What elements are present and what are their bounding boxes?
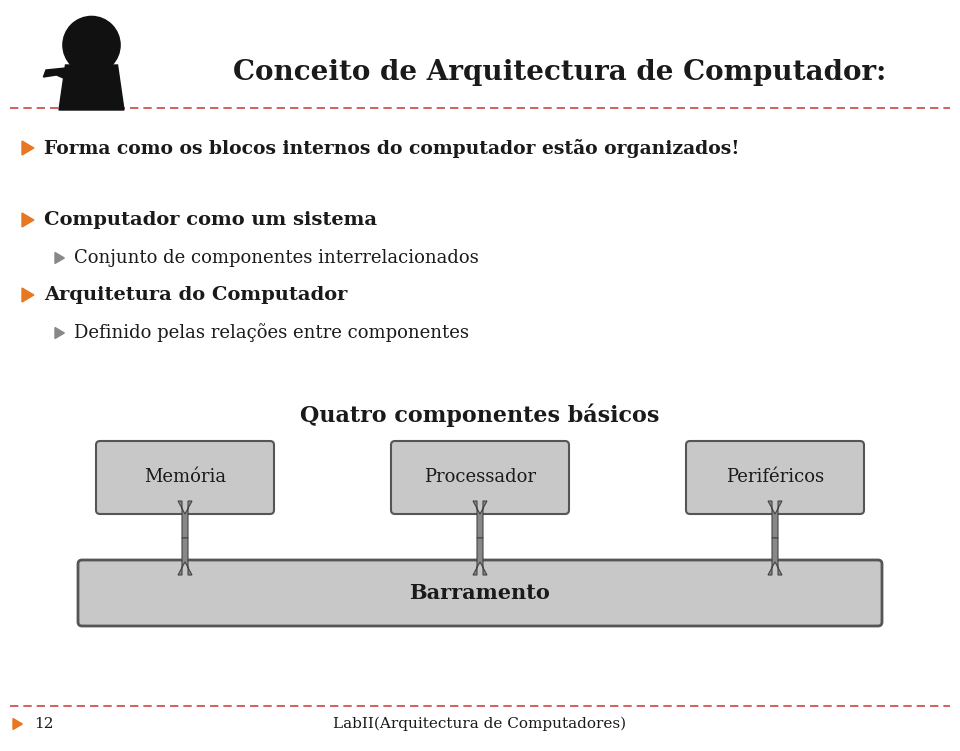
Polygon shape	[473, 501, 487, 538]
Polygon shape	[178, 538, 192, 575]
Polygon shape	[59, 65, 124, 110]
Polygon shape	[22, 213, 34, 227]
Text: Definido pelas relações entre componentes: Definido pelas relações entre componente…	[74, 324, 469, 342]
FancyBboxPatch shape	[78, 560, 882, 626]
Polygon shape	[768, 501, 782, 538]
Text: Processador: Processador	[424, 469, 536, 487]
Polygon shape	[43, 68, 98, 90]
FancyBboxPatch shape	[391, 441, 569, 514]
Polygon shape	[178, 501, 192, 538]
Polygon shape	[13, 719, 22, 729]
Polygon shape	[768, 538, 782, 575]
Polygon shape	[473, 538, 487, 575]
Circle shape	[63, 17, 120, 74]
Text: 12: 12	[34, 717, 54, 731]
Text: Quatro componentes básicos: Quatro componentes básicos	[300, 403, 660, 427]
Text: Memória: Memória	[144, 469, 226, 487]
Text: Conceito de Arquitectura de Computador:: Conceito de Arquitectura de Computador:	[233, 59, 887, 86]
Text: Arquitetura do Computador: Arquitetura do Computador	[44, 286, 348, 304]
Text: Conjunto de componentes interrelacionados: Conjunto de componentes interrelacionado…	[74, 249, 479, 267]
Text: Computador como um sistema: Computador como um sistema	[44, 211, 377, 229]
FancyBboxPatch shape	[96, 441, 274, 514]
Text: Forma como os blocos internos do computador estão organizados!: Forma como os blocos internos do computa…	[44, 138, 739, 158]
Polygon shape	[22, 288, 34, 302]
Text: LabII(Arquitectura de Computadores): LabII(Arquitectura de Computadores)	[333, 716, 627, 731]
Polygon shape	[55, 252, 64, 264]
Polygon shape	[55, 327, 64, 339]
FancyBboxPatch shape	[686, 441, 864, 514]
Polygon shape	[22, 141, 34, 155]
Text: Periféricos: Periféricos	[726, 469, 824, 487]
Text: Barramento: Barramento	[410, 583, 550, 603]
